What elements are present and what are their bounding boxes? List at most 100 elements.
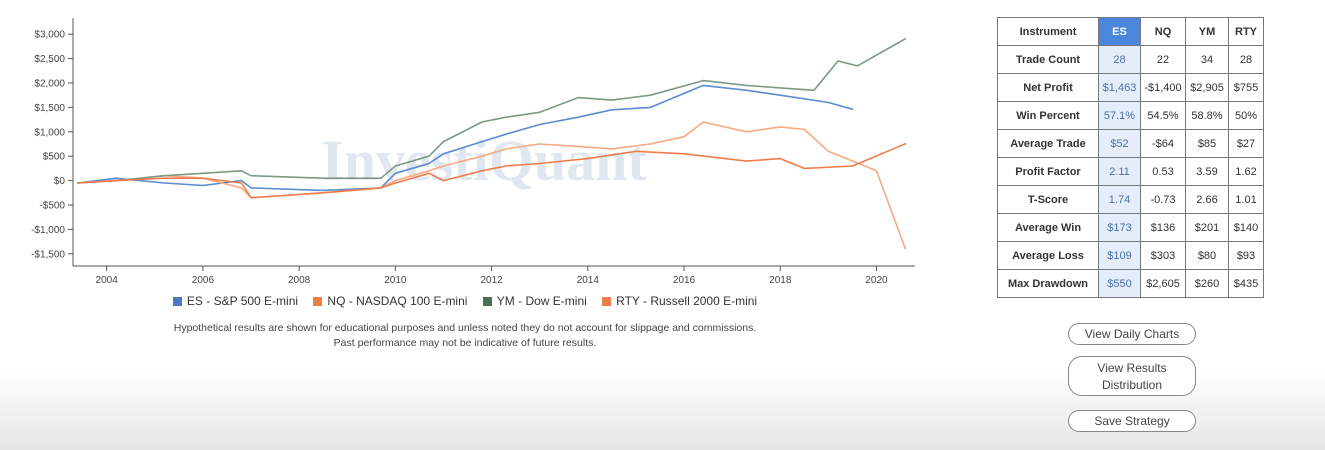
stats-cell-es: 57.1% [1098, 101, 1141, 130]
stats-cell-ym: $260 [1185, 269, 1229, 298]
y-tick-label: -$500 [39, 201, 65, 212]
equity-curve-svg: InvestiQuant -$1,500 -$1,000 -$500 $0 $500 $1,… [31, 18, 915, 286]
stats-cell-ym: 3.59 [1185, 157, 1229, 186]
x-tick-label: 2006 [192, 275, 215, 286]
stats-row: Net Profit $1,463 -$1,400 $2,905 $755 [997, 73, 1264, 102]
legend-label-es: ES - S&P 500 E-mini [186, 294, 299, 308]
stats-row-label: Average Win [997, 213, 1099, 242]
stats-cell-rty: 28 [1228, 45, 1264, 74]
legend-item-ym[interactable]: YM - Dow E-mini [482, 294, 587, 308]
stats-cell-nq: 22 [1140, 45, 1186, 74]
disclaimer: Hypothetical results are shown for educa… [0, 321, 930, 351]
stats-cell-rty: $435 [1228, 269, 1264, 298]
y-tick-label: $2,000 [34, 79, 65, 90]
stats-row-label: Max Drawdown [997, 269, 1099, 298]
y-tick-label: -$1,000 [31, 225, 65, 236]
stats-row: Max Drawdown $550 $2,605 $260 $435 [997, 269, 1264, 298]
stats-table-body: Trade Count 28 22 34 28 Net Profit $1,463 -$1,4… [997, 45, 1264, 298]
legend-label-ym: YM - Dow E-mini [496, 294, 587, 308]
legend-swatch-ym [482, 297, 492, 306]
legend-item-nq[interactable]: NQ - NASDAQ 100 E-mini [313, 294, 467, 308]
stats-cell-nq: -0.73 [1140, 185, 1186, 214]
stats-row-label: Average Trade [997, 129, 1099, 158]
y-tick-label: $1,500 [34, 103, 65, 114]
stats-row: Average Loss $109 $303 $80 $93 [997, 241, 1264, 270]
equity-curve-chart: InvestiQuant -$1,500 -$1,000 -$500 $0 $500 $1,… [31, 18, 915, 286]
legend-label-nq: NQ - NASDAQ 100 E-mini [327, 294, 468, 308]
stats-cell-es: $52 [1098, 129, 1141, 158]
y-tick-label: $3,000 [34, 30, 65, 41]
stats-cell-ym: $201 [1185, 213, 1229, 242]
x-tick-label: 2010 [384, 275, 407, 286]
stats-row: Profit Factor 2.11 0.53 3.59 1.62 [997, 157, 1264, 186]
ym-equity-line [77, 37, 907, 184]
x-tick-label: 2004 [96, 275, 119, 286]
y-tick-label: $2,500 [34, 54, 65, 65]
stats-cell-es: 28 [1098, 45, 1141, 74]
stats-cell-rty: $755 [1228, 73, 1264, 102]
disclaimer-line-1: Hypothetical results are shown for educa… [173, 322, 757, 334]
legend-label-rty: RTY - Russell 2000 E-mini [616, 294, 758, 308]
stats-row-label: Average Loss [997, 241, 1099, 270]
x-tick-label: 2012 [480, 275, 503, 286]
stats-row-label: Net Profit [997, 73, 1099, 102]
stats-cell-rty: 50% [1228, 101, 1264, 130]
stats-cell-nq: $303 [1140, 241, 1186, 270]
nq-equity-line [77, 121, 907, 250]
stats-cell-nq: $136 [1140, 213, 1186, 242]
column-header-ym[interactable]: YM [1185, 17, 1229, 46]
chart-legend: ES - S&P 500 E-mini NQ - NASDAQ 100 E-mi… [0, 294, 930, 308]
stats-cell-ym: $2,905 [1185, 73, 1229, 102]
stats-header-row: Instrument ES NQ YM RTY [997, 17, 1264, 46]
stats-cell-rty: 1.62 [1228, 157, 1264, 186]
stats-cell-ym: 2.66 [1185, 185, 1229, 214]
stats-cell-nq: -$64 [1140, 129, 1186, 158]
x-tick-label: 2014 [577, 275, 600, 286]
stats-cell-ym: 34 [1185, 45, 1229, 74]
legend-item-rty[interactable]: RTY - Russell 2000 E-mini [602, 294, 757, 308]
results-distribution-label-2: Distribution [1101, 378, 1163, 392]
stats-row-label: Trade Count [997, 45, 1099, 74]
disclaimer-line-2: Past performance may not be indicative o… [333, 337, 597, 349]
y-tick-label: -$1,500 [31, 249, 65, 260]
stats-row: Average Win $173 $136 $201 $140 [997, 213, 1264, 242]
x-tick-label: 2016 [673, 275, 696, 286]
stats-table: Instrument ES NQ YM RTY Trade Count 28 22 3… [997, 17, 1264, 298]
stats-cell-es: 2.11 [1098, 157, 1141, 186]
column-header-rty[interactable]: RTY [1228, 17, 1264, 46]
instrument-header: Instrument [997, 17, 1099, 46]
stats-cell-es: $173 [1098, 213, 1141, 242]
stats-cell-es: $1,463 [1098, 73, 1141, 102]
view-results-distribution-button[interactable]: View Results Distribution [1068, 356, 1196, 396]
stats-cell-nq: 54.5% [1140, 101, 1186, 130]
stats-cell-es: $550 [1098, 269, 1141, 298]
x-tick-label: 2020 [865, 275, 888, 286]
stats-cell-rty: 1.01 [1228, 185, 1264, 214]
stats-row: T-Score 1.74 -0.73 2.66 1.01 [997, 185, 1264, 214]
column-header-nq[interactable]: NQ [1140, 17, 1186, 46]
stats-row: Trade Count 28 22 34 28 [997, 45, 1264, 74]
x-tick-label: 2018 [769, 275, 792, 286]
legend-swatch-rty [602, 297, 612, 306]
stats-cell-rty: $27 [1228, 129, 1264, 158]
stats-cell-nq: $2,605 [1140, 269, 1186, 298]
stats-cell-ym: 58.8% [1185, 101, 1229, 130]
x-tick-label: 2008 [288, 275, 311, 286]
column-header-es[interactable]: ES [1098, 17, 1141, 46]
stats-cell-rty: $93 [1228, 241, 1264, 270]
rty-equity-line [77, 143, 907, 199]
stats-row-label: Win Percent [997, 101, 1099, 130]
stats-cell-nq: 0.53 [1140, 157, 1186, 186]
y-tick-label: $500 [43, 152, 66, 163]
stats-row: Win Percent 57.1% 54.5% 58.8% 50% [997, 101, 1264, 130]
view-daily-charts-button[interactable]: View Daily Charts [1068, 323, 1196, 345]
stats-row: Average Trade $52 -$64 $85 $27 [997, 129, 1264, 158]
save-strategy-button[interactable]: Save Strategy [1068, 410, 1196, 432]
legend-item-es[interactable]: ES - S&P 500 E-mini [172, 294, 299, 308]
results-distribution-label-1: View Results [1097, 361, 1167, 375]
stats-cell-es: $109 [1098, 241, 1141, 270]
stats-cell-es: 1.74 [1098, 185, 1141, 214]
y-tick-label: $0 [54, 176, 66, 187]
stats-cell-ym: $85 [1185, 129, 1229, 158]
stats-cell-rty: $140 [1228, 213, 1264, 242]
